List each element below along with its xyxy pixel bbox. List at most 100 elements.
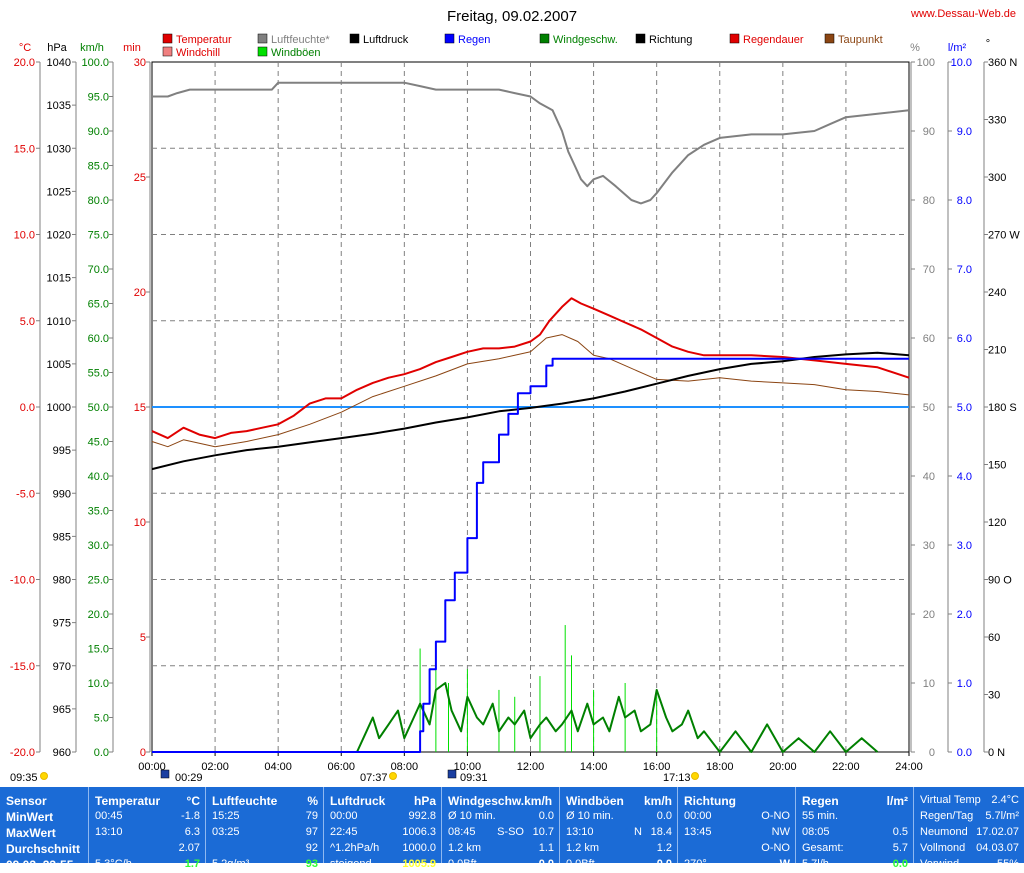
rain-day-val: 5.7l/m² bbox=[985, 810, 1019, 822]
press-axis-tick-label: 980 bbox=[53, 575, 71, 587]
hum-min-time: 15:25 bbox=[212, 810, 240, 822]
wind-cur-val: 0.0 bbox=[538, 858, 554, 870]
rain-total-val: 5.7 bbox=[892, 842, 908, 854]
hum-axis-tick-label: 40 bbox=[923, 471, 935, 483]
press-axis-tick-label: 1015 bbox=[47, 273, 71, 285]
rainmin-axis-tick-label: 0 bbox=[140, 747, 146, 759]
rain-duration: 55 min. bbox=[802, 810, 839, 822]
gust-run-val: 1.2 bbox=[656, 842, 672, 854]
hum-axis-tick-label: 50 bbox=[923, 402, 935, 414]
stats-col-press: Luftdruck hPa 00:00 992.8 22:45 1006.3 ^1.… bbox=[323, 787, 442, 870]
press-avg-val: 1000.0 bbox=[402, 842, 436, 854]
gust-avg-label: Ø 10 min. bbox=[566, 810, 614, 822]
temp-axis-tick-label: 5.0 bbox=[20, 316, 35, 328]
wind-axis-tick-label: 15.0 bbox=[88, 644, 109, 656]
stats-col-dir: Richtung 00:00 O-NO 13:45 NW O-NO 270° W bbox=[677, 787, 796, 870]
wind-axis-tick-label: 50.0 bbox=[88, 402, 109, 414]
wind-axis-tick-label: 5.0 bbox=[94, 713, 109, 725]
moon-icon bbox=[160, 769, 170, 779]
press-axis-tick-label: 1005 bbox=[47, 359, 71, 371]
press-axis-tick-label: 990 bbox=[53, 488, 71, 500]
rain-axis-tick-label: 3.0 bbox=[957, 540, 972, 552]
temp-min-time: 00:45 bbox=[95, 810, 123, 822]
hum-axis-tick-label: 100 bbox=[917, 57, 935, 69]
rain-axis-tick-label: 5.0 bbox=[957, 402, 972, 414]
hum-axis-tick-label: 70 bbox=[923, 264, 935, 276]
full-moon-label: Vollmond bbox=[920, 842, 966, 854]
hum-axis-tick-label: 0 bbox=[929, 747, 935, 759]
x-tick-label: 06:00 bbox=[327, 761, 355, 773]
dir-axis-tick-label: 30 bbox=[988, 690, 1000, 702]
wind-run: 1.2 km bbox=[448, 842, 482, 854]
legend-swatch bbox=[349, 33, 360, 44]
wind-axis-tick-label: 25.0 bbox=[88, 575, 109, 587]
dir-axis-tick-label: 210 bbox=[988, 345, 1006, 357]
press-cur-val: 1005.9 bbox=[402, 858, 436, 870]
dir-unit-label: ° bbox=[986, 38, 990, 50]
mark-time: 07:37 bbox=[360, 772, 388, 784]
rain-unit: l/m² bbox=[886, 794, 908, 808]
wind-axis-tick-label: 95.0 bbox=[88, 92, 109, 104]
x-tick-label: 02:00 bbox=[201, 761, 229, 773]
rain-rate: 5.7l/h bbox=[802, 858, 829, 870]
stats-col-rain: Regen l/m² 55 min. 08:05 0.5 Gesamt: 5.7 5… bbox=[795, 787, 914, 870]
dir-axis-tick-label: 330 bbox=[988, 115, 1006, 127]
stats-col-sensor: Sensor MinWert MaxWert Durchschnitt 09.0… bbox=[0, 787, 88, 872]
wind-axis-tick-label: 90.0 bbox=[88, 126, 109, 138]
hum-header: Luftfeuchte bbox=[212, 794, 278, 808]
hum-axis-tick-label: 90 bbox=[923, 126, 935, 138]
hum-cur-abs: 5.2g/m³ bbox=[212, 858, 250, 870]
x-tick-label: 16:00 bbox=[643, 761, 671, 773]
legend-label: Luftdruck bbox=[363, 34, 409, 46]
rain-axis-tick-label: 4.0 bbox=[957, 471, 972, 483]
rain-unit-label: l/m² bbox=[948, 42, 967, 54]
virtual-temp-val: 2.4°C bbox=[991, 794, 1019, 806]
x-tick-label: 20:00 bbox=[769, 761, 797, 773]
rain-axis-tick-label: 0.0 bbox=[957, 747, 972, 759]
hum-axis-tick-label: 10 bbox=[923, 678, 935, 690]
wind-axis-tick-label: 20.0 bbox=[88, 609, 109, 621]
wind-axis-tick-label: 85.0 bbox=[88, 161, 109, 173]
legend-label: Richtung bbox=[649, 34, 692, 46]
virtual-temp-label: Virtual Temp bbox=[920, 794, 981, 806]
rain-header: Regen bbox=[802, 794, 839, 808]
wind-max-dir: S-SO bbox=[497, 826, 524, 838]
site-link[interactable]: www.Dessau-Web.de bbox=[910, 8, 1016, 20]
wind-axis-tick-label: 30.0 bbox=[88, 540, 109, 552]
hum-max-val: 97 bbox=[305, 826, 318, 838]
wind-axis-tick-label: 60.0 bbox=[88, 333, 109, 345]
wind-avg-val: 0.0 bbox=[538, 810, 554, 822]
rainmin-axis-tick-label: 5 bbox=[140, 632, 146, 644]
press-trend: ^1.2hPa/h bbox=[330, 842, 380, 854]
dir-min-val: O-NO bbox=[761, 810, 790, 822]
temp-header: Temperatur bbox=[95, 794, 161, 808]
legend-label: Windgeschw. bbox=[553, 34, 618, 46]
wind-axis-tick-label: 75.0 bbox=[88, 230, 109, 242]
rain-day-label: Regen/Tag bbox=[920, 810, 974, 822]
dewpoint-line bbox=[151, 334, 910, 448]
press-axis-tick-label: 995 bbox=[53, 445, 71, 457]
legend-label: Windböen bbox=[271, 47, 321, 59]
new-moon-label: Neumond bbox=[920, 826, 968, 838]
wind-axis-tick-label: 70.0 bbox=[88, 264, 109, 276]
press-axis-tick-label: 1040 bbox=[47, 57, 71, 69]
legend-swatch bbox=[824, 33, 835, 44]
wind-unit-label: km/h bbox=[80, 42, 104, 54]
hum-axis-tick-label: 60 bbox=[923, 333, 935, 345]
dir-max-time: 13:45 bbox=[684, 826, 712, 838]
legend-swatch bbox=[162, 33, 173, 44]
legend-label: Temperatur bbox=[176, 34, 232, 46]
moon-icon bbox=[447, 769, 457, 779]
x-tick-label: 18:00 bbox=[706, 761, 734, 773]
pressure-line bbox=[151, 351, 910, 471]
temp-axis-tick-label: -15.0 bbox=[10, 661, 35, 673]
wind-run-val: 1.1 bbox=[538, 842, 554, 854]
dir-axis-tick-label: 60 bbox=[988, 632, 1000, 644]
row-label-min: MinWert bbox=[6, 810, 54, 824]
press-max-time: 22:45 bbox=[330, 826, 358, 838]
wind-axis-tick-label: 10.0 bbox=[88, 678, 109, 690]
wind-axis-tick-label: 55.0 bbox=[88, 368, 109, 380]
dir-axis-tick-label: 360 N bbox=[988, 57, 1017, 69]
gust-header: Windböen bbox=[566, 794, 624, 808]
row-label-max: MaxWert bbox=[6, 826, 56, 840]
